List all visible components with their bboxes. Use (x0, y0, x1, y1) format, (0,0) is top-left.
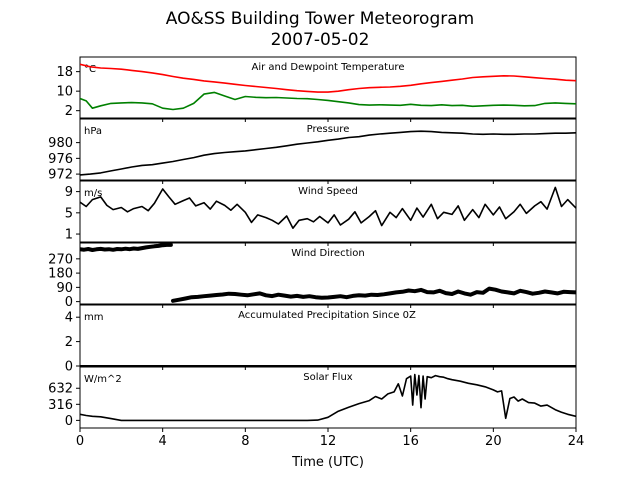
panel-title: Pressure (307, 124, 350, 135)
series-1-line (80, 91, 576, 111)
series-group (80, 186, 576, 229)
x-axis: 0 4 8 12 16 20 24 (76, 434, 584, 449)
series-0-line (80, 63, 576, 93)
series-group (80, 63, 576, 111)
y-tick-label: 270 (48, 252, 73, 267)
panel-title: Solar Flux (303, 372, 353, 383)
y-tick-label: 18 (56, 65, 73, 80)
y-tick-label: 316 (48, 398, 73, 413)
y-tick-label: 632 (48, 382, 73, 397)
panel-4: 0 2 4 Accumulated Precipitation Since 0Z mm (65, 304, 577, 375)
y-tick-label: 10 (56, 85, 73, 100)
series-group (80, 373, 576, 422)
unit-label: mm (84, 312, 103, 323)
panel-0: 2 10 18 Air and Dewpoint Temperature °C (56, 56, 577, 122)
y-tick-label: 180 (48, 267, 73, 282)
series-1-line (171, 286, 576, 303)
unit-label: hPa (84, 126, 102, 137)
series-group (80, 130, 576, 176)
panel-title: Wind Speed (298, 186, 358, 197)
series-0-line (80, 186, 576, 229)
y-tick-label: 0 (65, 414, 73, 429)
y-tick-label: 980 (48, 136, 73, 151)
y-tick-label: 976 (48, 152, 73, 167)
x-tick-label: 4 (159, 434, 167, 449)
y-tick-label: 5 (65, 206, 73, 221)
unit-label: W/m^2 (84, 374, 122, 385)
figure-subtitle: 2007-05-02 (271, 30, 370, 50)
figure-title: AO&SS Building Tower Meteorogram (166, 9, 474, 29)
unit-label: m/s (84, 188, 102, 199)
panel-title: Wind Direction (291, 248, 365, 259)
y-tick-label: 2 (65, 335, 73, 350)
x-tick-label: 8 (241, 434, 249, 449)
unit-label: °C (84, 64, 96, 75)
y-tick-label: 0 (65, 360, 73, 375)
y-tick-label: 0 (65, 295, 73, 310)
panel-2: 1 5 9 Wind Speed m/s (65, 180, 577, 246)
series-0-line (80, 373, 576, 422)
y-tick-label: 90 (56, 281, 73, 296)
x-tick-label: 12 (320, 434, 337, 449)
series-0-line (80, 243, 173, 252)
x-tick-label: 20 (485, 434, 502, 449)
series-0-line (80, 130, 576, 176)
series-group (80, 243, 576, 303)
y-tick-label: 2 (65, 104, 73, 119)
x-axis-label: Time (UTC) (291, 455, 364, 470)
y-tick-label: 972 (48, 168, 73, 183)
y-tick-label: 1 (65, 228, 73, 243)
panel-title: Accumulated Precipitation Since 0Z (238, 310, 416, 321)
x-tick-label: 0 (76, 434, 84, 449)
x-tick-label: 24 (568, 434, 585, 449)
panel-title: Air and Dewpoint Temperature (252, 62, 405, 73)
y-tick-label: 9 (65, 185, 73, 200)
x-tick-label: 16 (402, 434, 419, 449)
y-tick-label: 4 (65, 311, 73, 326)
